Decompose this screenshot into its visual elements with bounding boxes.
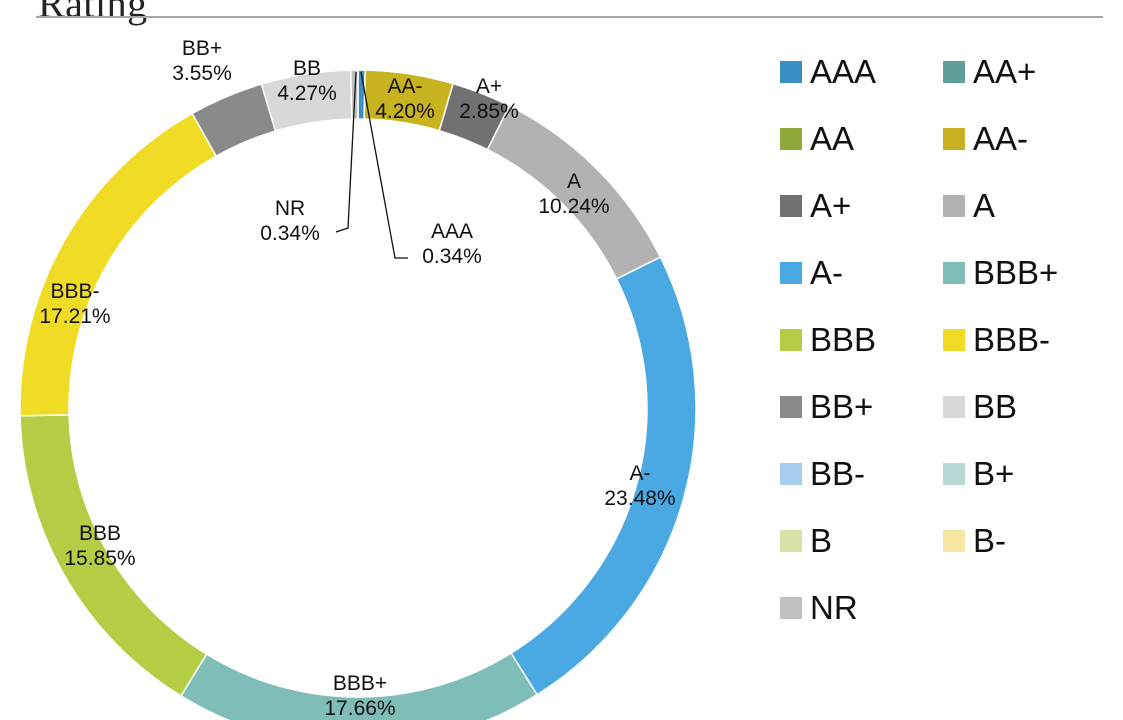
legend-item-bbb-minus: BBB- — [943, 320, 1050, 360]
legend-label: BBB+ — [973, 254, 1059, 291]
legend-item-b: B — [780, 521, 832, 561]
legend-item-a-minus: A- — [780, 253, 843, 293]
legend-label: BBB- — [973, 321, 1051, 358]
slice-a-minus — [510, 256, 697, 696]
legend-label: B — [810, 522, 833, 559]
legend-swatch — [780, 463, 802, 485]
legend-item-aaa: AAA — [780, 52, 876, 92]
legend-swatch — [780, 329, 802, 351]
data-label-aa-minus: AA-4.20% — [375, 75, 435, 123]
legend-swatch — [780, 396, 802, 418]
legend-label: BB — [973, 388, 1018, 425]
legend-item-b-minus: B- — [943, 521, 1006, 561]
legend-item-bb-plus: BB+ — [780, 387, 873, 427]
data-label-a: A 10.24% — [538, 170, 609, 218]
slice-bbb-minus — [19, 112, 218, 417]
legend-label: NR — [810, 589, 858, 626]
data-label-nr: NR 0.34% — [260, 197, 320, 245]
legend-label: B- — [973, 522, 1006, 559]
legend-item-aa: AA — [780, 119, 854, 159]
legend-swatch — [780, 597, 802, 619]
legend-label: AA- — [973, 120, 1029, 157]
legend-item-a: A — [943, 186, 995, 226]
legend-swatch — [780, 530, 802, 552]
title-divider — [36, 16, 1103, 18]
data-label-bbb-plus: BBB+ 17.66% — [324, 672, 395, 720]
data-label-bb-plus: BB+ 3.55% — [172, 37, 232, 85]
legend-swatch — [943, 262, 965, 284]
legend-label: BB+ — [810, 388, 874, 425]
data-label-a-plus: A+ 2.85% — [459, 75, 519, 123]
legend-swatch — [780, 262, 802, 284]
chart-title: Rating — [38, 0, 148, 26]
legend-item-bbb: BBB — [780, 320, 876, 360]
legend-swatch — [780, 195, 802, 217]
data-label-bbb-minus: BBB-17.21% — [39, 280, 110, 328]
data-label-aaa: AAA 0.34% — [422, 220, 482, 268]
legend-item-bbb-plus: BBB+ — [943, 253, 1058, 293]
donut-slices — [19, 69, 697, 720]
legend-swatch — [943, 128, 965, 150]
legend-item-aa-plus: AA+ — [943, 52, 1036, 92]
legend-swatch — [943, 195, 965, 217]
legend-swatch — [943, 530, 965, 552]
data-labels: AAA 0.34% AA-4.20% A+ 2.85% A 10.24% A-23.48% BB… — [39, 37, 675, 720]
leader-lines — [335, 71, 408, 259]
legend-label: AA+ — [973, 53, 1037, 90]
legend-label: AA — [810, 120, 855, 157]
legend-label: AAA — [810, 53, 877, 90]
legend-item-aa-minus: AA- — [943, 119, 1028, 159]
leader-line-aaa — [360, 71, 408, 259]
donut-chart: AAA 0.34% AA-4.20% A+ 2.85% A 10.24% A-23.48% BB… — [19, 37, 697, 720]
leader-line-nr — [335, 71, 357, 233]
legend-swatch — [943, 329, 965, 351]
legend-item-nr: NR — [780, 588, 858, 628]
data-label-a-minus: A-23.48% — [604, 462, 675, 510]
legend-swatch — [780, 61, 802, 83]
legend-label: BB- — [810, 455, 866, 492]
legend-label: A+ — [810, 187, 852, 224]
legend-item-b-plus: B+ — [943, 454, 1014, 494]
legend-label: A — [973, 187, 996, 224]
legend-item-bb: BB — [943, 387, 1017, 427]
data-label-bb: BB 4.27% — [277, 57, 337, 105]
legend-label: B+ — [973, 455, 1015, 492]
legend-swatch — [943, 61, 965, 83]
legend-label: BBB — [810, 321, 877, 358]
legend-item-a-plus: A+ — [780, 186, 851, 226]
legend-item-bb-minus: BB- — [780, 454, 865, 494]
legend-swatch — [780, 128, 802, 150]
legend-swatch — [943, 463, 965, 485]
legend-swatch — [943, 396, 965, 418]
legend-label: A- — [810, 254, 843, 291]
data-label-bbb: BBB 15.85% — [64, 522, 135, 570]
